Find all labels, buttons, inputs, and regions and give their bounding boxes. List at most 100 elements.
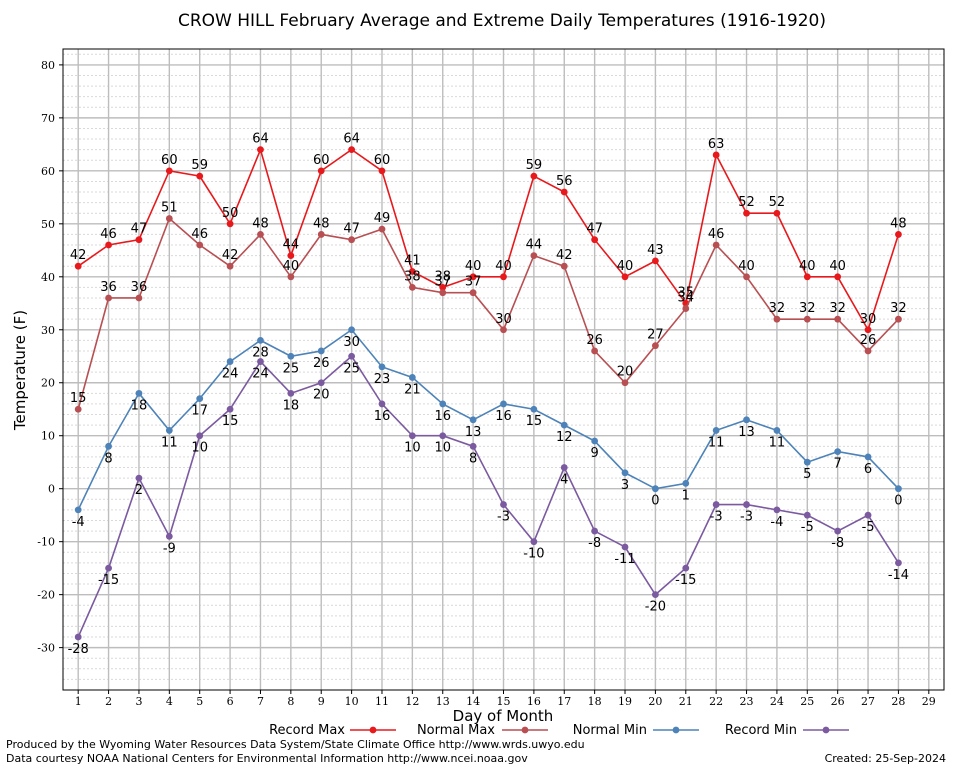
data-point	[226, 405, 234, 413]
data-point	[439, 400, 447, 408]
y-tick-label: -30	[37, 642, 55, 655]
x-tick-label: 10	[345, 695, 359, 708]
x-tick-label: 8	[287, 695, 294, 708]
data-point	[895, 315, 902, 323]
data-point	[196, 241, 204, 249]
data-point	[408, 283, 416, 291]
data-label: 15	[70, 391, 87, 406]
data-point	[530, 538, 538, 546]
data-point	[651, 485, 659, 493]
data-point	[743, 209, 750, 217]
data-point	[773, 427, 781, 434]
data-label: 59	[191, 158, 208, 173]
data-label: 20	[313, 388, 330, 403]
data-label: 43	[647, 243, 664, 258]
data-point	[591, 236, 599, 244]
data-label: 36	[131, 280, 148, 295]
x-tick-label: 23	[740, 695, 754, 708]
data-point	[621, 379, 629, 387]
data-point	[743, 273, 750, 281]
data-point	[348, 236, 356, 244]
data-label: 41	[404, 253, 421, 268]
legend-label: Record Max	[269, 723, 345, 738]
data-label: 40	[799, 259, 816, 274]
data-label: 60	[313, 153, 330, 168]
data-label: -14	[888, 568, 909, 583]
y-tick-label: 10	[41, 430, 55, 443]
data-point	[226, 262, 234, 270]
data-point	[530, 172, 538, 180]
data-point	[105, 564, 112, 572]
data-point	[803, 315, 811, 323]
data-label: 50	[222, 206, 239, 221]
data-point	[165, 532, 173, 540]
y-tick-label: 0	[48, 483, 55, 496]
data-label: 40	[738, 259, 755, 274]
data-label: 44	[283, 238, 300, 253]
x-tick-label: 26	[831, 695, 845, 708]
data-point	[500, 400, 507, 408]
data-label: -3	[740, 510, 753, 525]
data-label: 26	[860, 333, 877, 348]
x-tick-label: 5	[196, 695, 203, 708]
data-label: 32	[769, 301, 786, 316]
chart-title: CROW HILL February Average and Extreme D…	[178, 11, 826, 31]
y-tick-label: 30	[41, 324, 55, 337]
data-point	[105, 294, 112, 302]
x-tick-label: 9	[318, 695, 325, 708]
data-point	[682, 305, 690, 312]
data-label: 23	[374, 372, 391, 387]
data-label: 59	[526, 158, 543, 173]
x-tick-label: 14	[466, 695, 480, 708]
data-point	[287, 273, 295, 281]
data-label: 21	[404, 382, 421, 397]
data-label: 10	[191, 441, 208, 456]
x-axis-label: Day of Month	[453, 707, 554, 725]
data-point	[74, 405, 82, 413]
x-tick-label: 16	[527, 695, 541, 708]
data-point	[317, 347, 325, 355]
data-point	[469, 273, 477, 281]
y-tick-label: 60	[41, 165, 55, 178]
series-line	[77, 217, 900, 410]
legend-label: Normal Max	[417, 723, 495, 738]
data-label: 48	[252, 216, 269, 231]
data-point	[743, 501, 750, 508]
data-point	[712, 151, 720, 159]
data-label: 30	[860, 312, 877, 327]
data-label: 38	[434, 269, 451, 284]
data-point	[864, 511, 872, 519]
data-label: 36	[100, 280, 117, 295]
data-label: 30	[495, 312, 512, 327]
data-label: 40	[495, 259, 512, 274]
data-label: -8	[831, 536, 844, 551]
data-point	[591, 347, 599, 355]
data-point	[378, 400, 386, 408]
data-point	[74, 633, 82, 641]
data-point	[226, 358, 234, 365]
data-label: 64	[343, 132, 360, 147]
legend-marker	[822, 726, 830, 734]
y-tick-label: 80	[41, 59, 55, 72]
data-label: 40	[829, 259, 846, 274]
data-point	[560, 464, 568, 471]
data-label: 49	[374, 211, 391, 226]
data-label: -5	[801, 520, 814, 535]
data-point	[743, 416, 750, 424]
x-tick-label: 29	[922, 695, 936, 708]
data-label: 16	[434, 409, 451, 424]
data-point	[682, 479, 690, 487]
legend-marker	[521, 726, 529, 734]
data-label: -5	[862, 520, 875, 535]
data-label: 30	[343, 335, 360, 350]
x-tick-label: 24	[770, 695, 784, 708]
data-point	[895, 485, 902, 493]
data-point	[317, 379, 325, 387]
data-label: -10	[523, 547, 544, 562]
data-point	[196, 432, 204, 440]
series-line	[77, 355, 900, 638]
data-label: -15	[675, 573, 696, 588]
data-label: 8	[104, 451, 112, 466]
x-tick-label: 6	[227, 695, 234, 708]
